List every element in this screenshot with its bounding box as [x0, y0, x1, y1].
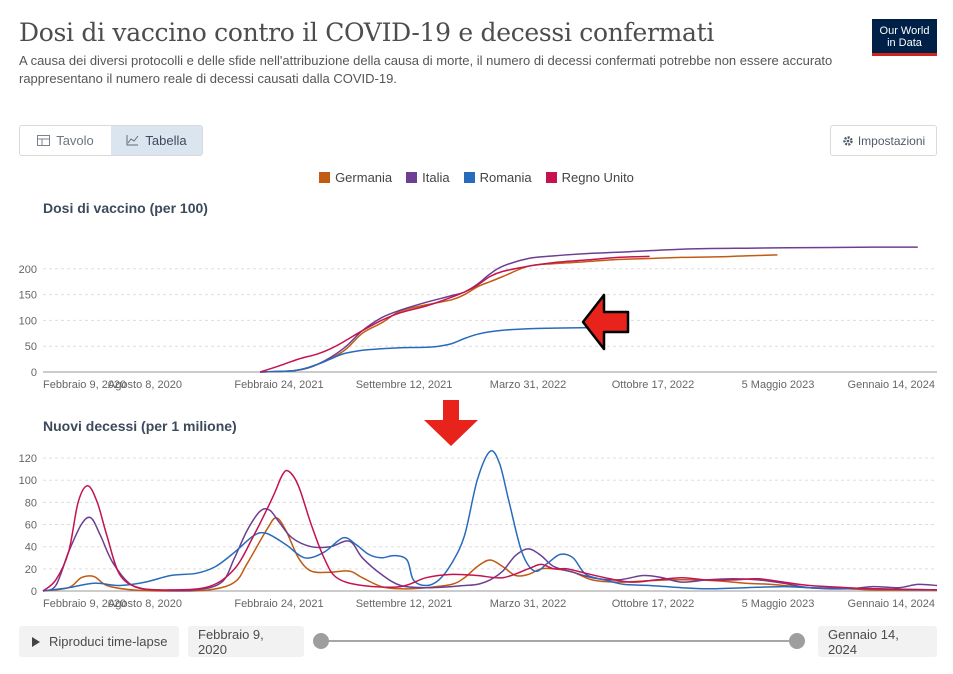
logo-line-2: in Data: [887, 37, 922, 49]
tab-chart[interactable]: Tabella: [111, 126, 202, 155]
chart-title: Nuovi decessi (per 1 milione): [43, 418, 237, 434]
series-line-germania: [42, 517, 937, 592]
x-tick-label: Gennaio 14, 2024: [848, 379, 935, 391]
x-tick-label: Febbraio 24, 2021: [234, 379, 323, 391]
x-tick-label: 5 Maggio 2023: [742, 598, 815, 610]
series-line-regno-unito: [42, 469, 938, 592]
timeline-end-handle[interactable]: [789, 633, 805, 649]
legend-label: Germania: [335, 170, 393, 185]
legend-item-romania[interactable]: Romania: [463, 170, 532, 185]
legend-label: Romania: [479, 170, 532, 185]
y-tick-label: 150: [19, 290, 37, 302]
legend-swatch: [545, 172, 557, 183]
x-tick-label: 5 Maggio 2023: [742, 379, 815, 391]
series-line-italia: [42, 507, 938, 592]
series-line-romania: [260, 326, 599, 373]
end-date-text: Gennaio 14, 2024: [828, 626, 899, 657]
owid-logo[interactable]: Our World in Data: [872, 19, 937, 56]
subtitle-line-1: A causa dei diversi protocolli e delle s…: [19, 53, 833, 68]
settings-label: Impostazioni: [857, 133, 926, 148]
legend-item-germania[interactable]: Germania: [319, 170, 392, 185]
y-tick-label: 20: [25, 564, 37, 576]
play-timelapse-button[interactable]: Riproduci time-lapse: [19, 626, 179, 657]
subtitle-line-2: rappresentano il numero reale di decessi…: [19, 71, 397, 86]
legend-item-italia[interactable]: Italia: [406, 170, 450, 185]
series-line-italia: [260, 246, 918, 373]
tab-chart-label: Tabella: [145, 133, 187, 148]
chart-legend: Germania Italia Romania Regno Unito: [0, 170, 953, 185]
legend-swatch: [463, 172, 475, 183]
x-tick-label: Agosto 8, 2020: [108, 598, 182, 610]
x-tick-label: Marzo 31, 2022: [490, 379, 566, 391]
table-icon: [37, 135, 51, 146]
legend-label: Regno Unito: [561, 170, 634, 185]
start-date-label: Febbraio 9, 2020: [188, 626, 304, 657]
end-date-label: Gennaio 14, 2024: [818, 626, 937, 657]
x-tick-label: Gennaio 14, 2024: [848, 598, 935, 610]
legend-label: Italia: [422, 170, 450, 185]
y-tick-label: 120: [19, 453, 37, 465]
y-tick-label: 40: [25, 542, 37, 554]
legend-swatch: [319, 172, 331, 183]
x-tick-label: Febbraio 24, 2021: [234, 598, 323, 610]
play-icon: [32, 636, 40, 647]
y-tick-label: 100: [19, 475, 37, 487]
legend-swatch: [406, 172, 418, 183]
annotation-arrow-left: [581, 293, 630, 351]
y-tick-label: 0: [31, 586, 37, 598]
y-tick-label: 50: [25, 341, 37, 353]
page-subtitle: A causa dei diversi protocolli e delle s…: [19, 52, 839, 88]
x-tick-label: Settembre 12, 2021: [356, 598, 453, 610]
y-tick-label: 60: [25, 520, 37, 532]
page-title: Dosi di vaccino contro il COVID-19 e dec…: [19, 18, 715, 47]
settings-button[interactable]: Impostazioni: [830, 125, 937, 156]
x-tick-label: Febbraio 9, 2020: [43, 598, 126, 610]
annotation-arrow-down: [424, 400, 478, 446]
timeline-start-handle[interactable]: [313, 633, 329, 649]
y-tick-label: 0: [31, 367, 37, 379]
x-tick-label: Agosto 8, 2020: [108, 379, 182, 391]
tab-table-label: Tavolo: [56, 133, 94, 148]
logo-line-1: Our World: [879, 25, 930, 37]
x-tick-label: Marzo 31, 2022: [490, 598, 566, 610]
series-line-germania: [260, 254, 778, 373]
view-tabs: Tavolo Tabella: [19, 125, 203, 156]
tab-table[interactable]: Tavolo: [20, 126, 111, 155]
line-chart-icon: [126, 135, 139, 146]
play-label: Riproduci time-lapse: [49, 634, 168, 649]
y-tick-label: 200: [19, 264, 37, 276]
series-line-regno-unito: [259, 255, 650, 373]
x-tick-label: Ottobre 17, 2022: [612, 379, 695, 391]
y-tick-label: 100: [19, 315, 37, 327]
x-tick-label: Ottobre 17, 2022: [612, 598, 695, 610]
x-tick-label: Febbraio 9, 2020: [43, 379, 126, 391]
x-tick-label: Settembre 12, 2021: [356, 379, 453, 391]
y-tick-label: 80: [25, 497, 37, 509]
legend-item-regno-unito[interactable]: Regno Unito: [545, 170, 634, 185]
gear-icon: [843, 135, 853, 146]
chart-title: Dosi di vaccino (per 100): [43, 200, 208, 216]
series-line-romania: [42, 450, 938, 592]
start-date-text: Febbraio 9, 2020: [198, 626, 264, 657]
